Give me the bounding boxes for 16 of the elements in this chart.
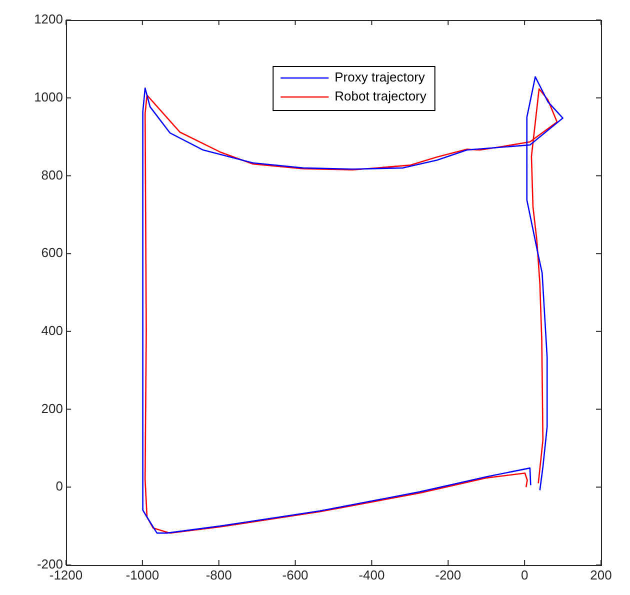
y-tick-label: 200 [41,400,63,416]
x-tick-label: -600 [282,567,308,582]
x-tick-label: 200 [590,567,612,582]
y-tick-label: 800 [41,167,63,182]
x-tick-label: -400 [358,567,385,582]
y-tick-label: 1000 [34,89,63,104]
y-tick-label: 0 [56,478,63,494]
x-tick-label: 0 [520,567,528,582]
y-tick-label: 400 [41,323,63,338]
legend-label: Robot trajectory [334,88,427,104]
y-tick-label: 1200 [34,12,63,27]
legend-label: Proxy trajectory [334,70,426,85]
x-tick-label: -1000 [126,567,160,582]
y-tick-label: 600 [41,245,63,260]
x-tick-label: -800 [206,567,232,582]
x-tick-label: -200 [435,567,462,582]
